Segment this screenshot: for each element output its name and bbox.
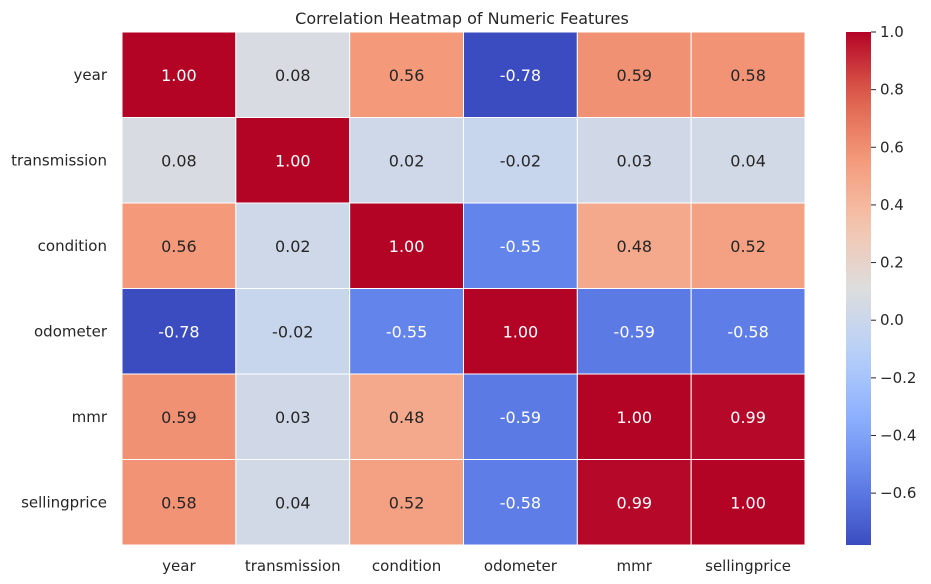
y-tick-label: year [74, 66, 108, 84]
heatmap-cell-year-condition [349, 31, 464, 118]
cell-value-label: -0.78 [158, 322, 199, 341]
heatmap-cell-odometer-sellingprice [690, 288, 806, 375]
heatmap-cell-year-year [121, 31, 237, 118]
heatmap-cell-mmr-condition [349, 373, 464, 460]
y-tick-label: mmr [72, 408, 108, 426]
cell-value-label: 0.58 [161, 493, 197, 512]
cell-value-label: 0.56 [161, 237, 197, 256]
cell-value-label: 0.08 [275, 66, 311, 85]
heatmap-cell-odometer-transmission [235, 288, 351, 375]
cell-value-label: 0.02 [389, 151, 425, 170]
heatmap-cells: 1.00 0.08 0.56 -0.78 0.59 0.58 0.08 1.00 0.02 -0.… [121, 31, 806, 546]
cell-value-label: -0.58 [500, 493, 541, 512]
x-tick-label: year [162, 557, 196, 575]
colorbar-tick-label: −0.2 [880, 369, 916, 387]
cell-value-label: -0.02 [272, 322, 313, 341]
heatmap-cell-transmission-sellingprice [690, 117, 806, 204]
cell-value-label: 1.00 [275, 151, 311, 170]
cell-value-label: 0.59 [161, 408, 197, 427]
heatmap-cell-sellingprice-mmr [576, 459, 692, 546]
heatmap-cell-condition-sellingprice [690, 202, 806, 289]
heatmap-cell-condition-year [121, 202, 237, 289]
heatmap-cell-year-odometer [463, 31, 578, 118]
y-tick-label: transmission [11, 151, 107, 169]
cell-value-label: 0.52 [730, 237, 766, 256]
heatmap-cell-mmr-mmr [576, 373, 692, 460]
cell-value-label: -0.55 [500, 237, 541, 256]
chart-title: Correlation Heatmap of Numeric Features [295, 9, 629, 28]
cell-value-label: 1.00 [730, 493, 766, 512]
cell-value-label: 0.52 [389, 493, 425, 512]
cell-value-label: 0.02 [275, 237, 311, 256]
cell-value-label: 0.56 [389, 66, 425, 85]
cell-value-label: 1.00 [616, 408, 652, 427]
x-tick-label: condition [372, 557, 441, 575]
heatmap-cell-mmr-sellingprice [690, 373, 806, 460]
cell-value-label: -0.59 [614, 322, 655, 341]
x-axis-tick-labels: year transmission condition odometer mmr sell… [162, 557, 791, 575]
cell-value-label: -0.78 [500, 66, 541, 85]
x-tick-label: transmission [245, 557, 341, 575]
cell-value-label: 0.04 [275, 493, 311, 512]
heatmap-cell-sellingprice-year [121, 459, 237, 546]
heatmap-cell-transmission-odometer [463, 117, 578, 204]
cell-value-label: -0.02 [500, 151, 541, 170]
heatmap-cell-condition-odometer [463, 202, 578, 289]
heatmap-cell-year-mmr [576, 31, 692, 118]
heatmap-cell-condition-transmission [235, 202, 351, 289]
y-tick-label: odometer [34, 322, 108, 340]
heatmap-cell-odometer-mmr [576, 288, 692, 375]
heatmap-cell-year-sellingprice [690, 31, 806, 118]
colorbar-tick-label: 0.4 [880, 196, 904, 214]
cell-value-label: -0.58 [727, 322, 768, 341]
cell-value-label: 0.48 [389, 408, 425, 427]
colorbar-tick-label: 0.6 [880, 138, 904, 156]
colorbar-tick-label: 0.2 [880, 254, 904, 272]
heatmap-cell-odometer-odometer [463, 288, 578, 375]
cell-value-label: 0.03 [275, 408, 311, 427]
heatmap-cell-year-transmission [235, 31, 351, 118]
y-tick-label: condition [38, 237, 107, 255]
heatmap-cell-sellingprice-odometer [463, 459, 578, 546]
heatmap-cell-mmr-odometer [463, 373, 578, 460]
colorbar-tick-label: −0.4 [880, 426, 916, 444]
heatmap-cell-sellingprice-sellingprice [690, 459, 806, 546]
x-tick-label: mmr [617, 557, 653, 575]
cell-value-label: -0.55 [386, 322, 427, 341]
y-tick-label: sellingprice [21, 493, 107, 511]
x-tick-label: sellingprice [705, 557, 791, 575]
cell-value-label: 0.99 [616, 493, 652, 512]
colorbar-tick-label: −0.6 [880, 484, 916, 502]
x-tick-label: odometer [484, 557, 558, 575]
cell-value-label: 1.00 [161, 66, 197, 85]
heatmap-cell-odometer-condition [349, 288, 464, 375]
colorbar-ticks: 1.0 0.8 0.6 0.4 0.2 0.0 −0.2 −0.4 −0.6 [871, 23, 916, 502]
cell-value-label: 0.48 [616, 237, 652, 256]
cell-value-label: 1.00 [389, 237, 425, 256]
cell-value-label: -0.59 [500, 408, 541, 427]
heatmap-cell-condition-mmr [576, 202, 692, 289]
cell-value-label: 0.59 [616, 66, 652, 85]
cell-value-label: 0.03 [616, 151, 652, 170]
heatmap-cell-condition-condition [349, 202, 464, 289]
colorbar [846, 32, 871, 545]
cell-value-label: 0.99 [730, 408, 766, 427]
heatmap-cell-odometer-year [121, 288, 237, 375]
y-axis-tick-labels: year transmission condition odometer mmr sell… [11, 66, 108, 512]
colorbar-tick-label: 0.8 [880, 81, 904, 99]
cell-value-label: 0.08 [161, 151, 197, 170]
heatmap-cell-transmission-transmission [235, 117, 351, 204]
colorbar-tick-label: 1.0 [880, 23, 904, 41]
cell-value-label: 0.58 [730, 66, 766, 85]
colorbar-tick-label: 0.0 [880, 311, 904, 329]
cell-value-label: 1.00 [503, 322, 539, 341]
heatmap-cell-mmr-year [121, 373, 237, 460]
cell-value-label: 0.04 [730, 151, 766, 170]
